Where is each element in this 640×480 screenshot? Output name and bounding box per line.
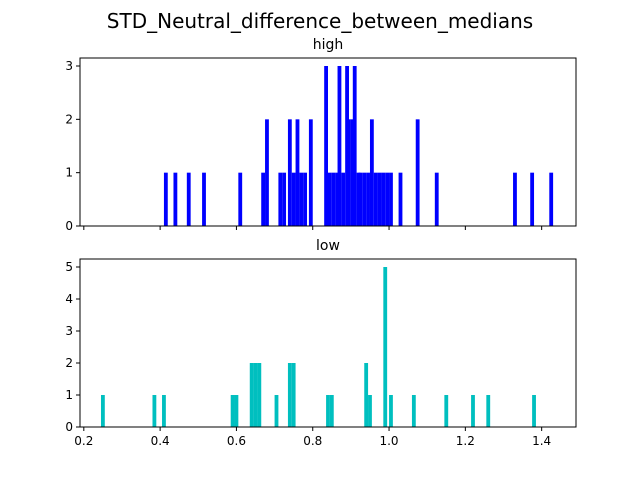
high-bar-13 <box>303 172 308 226</box>
panel-high: high 0 1 2 3 <box>65 37 577 233</box>
panel-low: low 0 1 2 3 4 5 0.2 0.4 0.6 0.8 1.0 1.2 1.4 <box>65 238 577 448</box>
low-bar-3 <box>230 395 235 427</box>
high-bar-39 <box>530 172 535 226</box>
high-ytick-label-2: 2 <box>65 112 73 126</box>
high-bar-35 <box>398 172 403 226</box>
low-bar-16 <box>389 395 393 427</box>
high-bar-9 <box>287 119 292 226</box>
high-bar-26 <box>358 172 363 226</box>
high-ytick-label-1: 1 <box>65 166 73 180</box>
panel-low-frame <box>79 258 577 428</box>
high-bar-3 <box>202 172 206 226</box>
high-bar-7 <box>278 172 283 226</box>
high-bar-0 <box>163 172 168 226</box>
low-bar-15 <box>383 267 388 427</box>
high-bar-27 <box>362 172 367 226</box>
high-bar-15 <box>324 66 328 226</box>
high-bar-19 <box>337 66 342 226</box>
low-bar-19 <box>471 395 475 427</box>
low-bar-14 <box>368 395 372 427</box>
panel-high-title: high <box>313 37 344 53</box>
low-bar-0 <box>100 395 105 427</box>
high-bar-33 <box>385 172 390 226</box>
low-ytick-label-4: 4 <box>65 292 73 306</box>
high-bar-5 <box>261 172 266 226</box>
high-ytick-label-0: 0 <box>65 219 73 233</box>
low-xtick-label-5: 1.2 <box>456 434 475 448</box>
high-bar-40 <box>549 172 554 226</box>
low-xtick-label-2: 0.6 <box>227 434 246 448</box>
low-bar-12 <box>329 395 334 427</box>
high-bar-12 <box>299 172 304 226</box>
high-bar-37 <box>434 172 439 226</box>
high-bar-29 <box>369 119 374 226</box>
panel-low-axes: 0 1 2 3 4 5 0.2 0.4 0.6 0.8 1.0 1.2 1.4 <box>65 260 551 448</box>
low-bar-2 <box>162 395 166 427</box>
high-bar-31 <box>377 172 382 226</box>
low-bar-11 <box>326 395 330 427</box>
low-bar-17 <box>411 395 416 427</box>
high-bar-14 <box>308 119 313 226</box>
high-bar-4 <box>238 172 243 226</box>
high-bar-1 <box>173 172 178 226</box>
low-xtick-label-3: 0.8 <box>303 434 322 448</box>
panel-low-bars <box>100 267 536 427</box>
low-bar-7 <box>257 363 262 427</box>
panel-high-bars <box>163 66 554 226</box>
high-bar-20 <box>341 172 346 226</box>
high-bar-10 <box>291 172 296 226</box>
low-ytick-label-2: 2 <box>65 356 73 370</box>
low-bar-6 <box>253 363 258 427</box>
low-xtick-label-1: 0.4 <box>151 434 170 448</box>
high-bar-6 <box>265 119 269 226</box>
high-bar-17 <box>331 172 336 226</box>
low-ytick-label-3: 3 <box>65 324 73 338</box>
low-bar-4 <box>234 395 239 427</box>
low-bar-10 <box>291 363 296 427</box>
high-bar-16 <box>328 172 332 226</box>
panel-low-title: low <box>316 238 340 254</box>
high-bar-28 <box>366 172 370 226</box>
low-ytick-label-0: 0 <box>65 420 73 434</box>
high-ytick-label-3: 3 <box>65 59 73 73</box>
low-xtick-label-6: 1.4 <box>532 434 551 448</box>
high-bar-2 <box>186 172 191 226</box>
high-bar-36 <box>415 119 420 226</box>
low-xtick-label-0: 0.2 <box>74 434 93 448</box>
high-bar-34 <box>389 172 393 226</box>
low-bar-13 <box>364 363 369 427</box>
high-bar-30 <box>373 172 378 226</box>
low-bar-5 <box>249 363 254 427</box>
high-bar-38 <box>513 172 517 226</box>
low-bar-21 <box>532 395 536 427</box>
high-bar-24 <box>352 66 357 226</box>
low-bar-20 <box>486 395 491 427</box>
high-bar-32 <box>381 172 386 226</box>
low-ytick-label-1: 1 <box>65 388 73 402</box>
low-ytick-label-5: 5 <box>65 260 73 274</box>
low-bar-1 <box>152 395 157 427</box>
panel-high-frame <box>79 57 577 227</box>
low-xtick-label-4: 1.0 <box>379 434 398 448</box>
high-bar-8 <box>282 172 287 226</box>
high-bar-22 <box>347 119 351 226</box>
low-bar-9 <box>287 363 292 427</box>
low-bar-8 <box>274 395 279 427</box>
low-bar-18 <box>444 395 449 427</box>
panel-high-axes: 0 1 2 3 <box>65 59 543 233</box>
figure-suptitle: STD_Neutral_difference_between_medians <box>107 9 533 33</box>
high-bar-11 <box>295 119 300 226</box>
